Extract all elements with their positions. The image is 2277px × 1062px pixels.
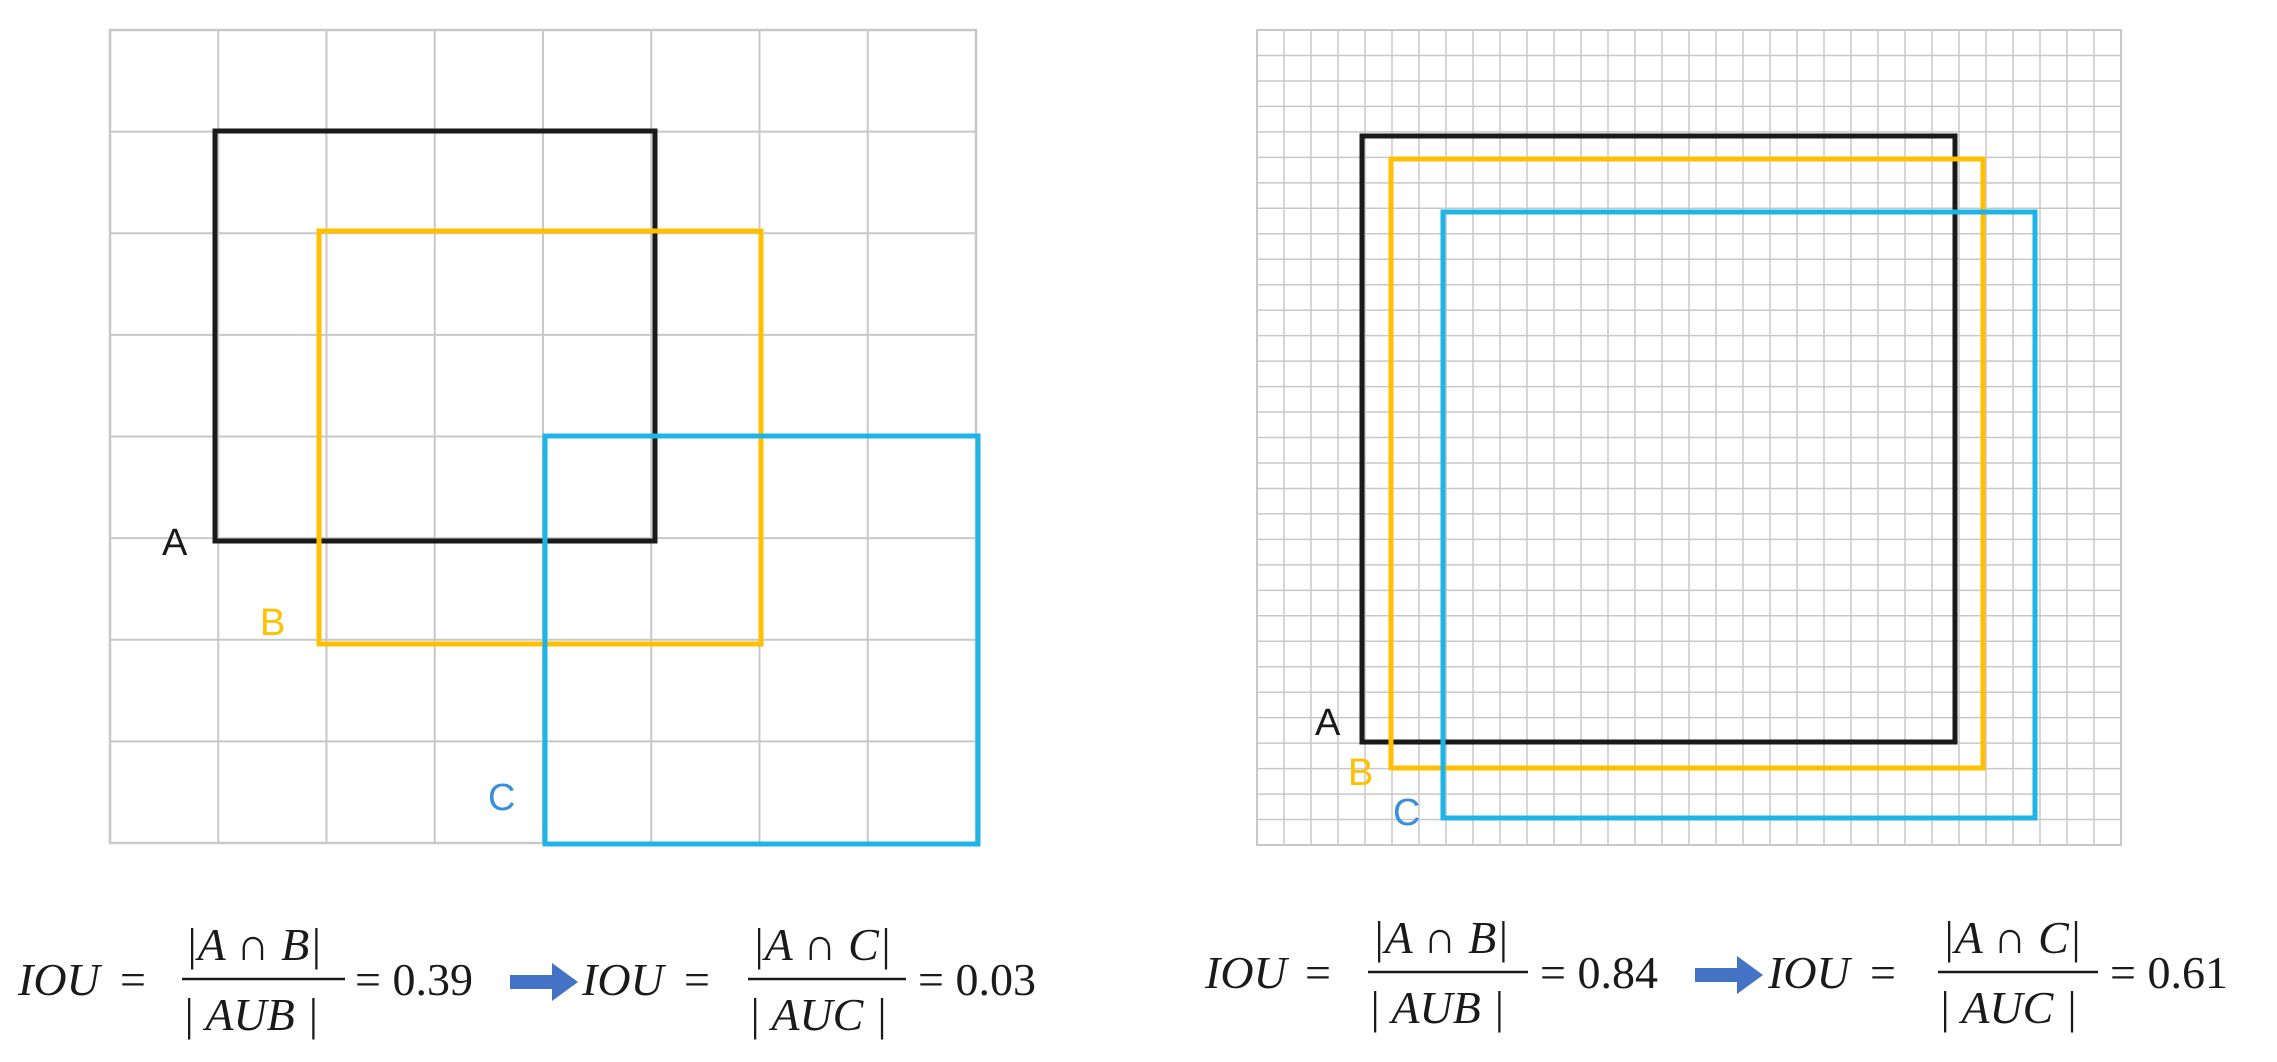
equation-lhs: IOU [17,954,103,1005]
box-a [1359,133,1958,745]
equals-sign: = [1305,947,1331,998]
label-a: A [1315,702,1341,744]
arrow-icon [510,963,578,1001]
box-c [1440,209,2038,821]
arrow-icon [1695,956,1763,994]
label-c: C [488,777,515,819]
equals-sign: = [120,954,146,1005]
label-b: B [1348,752,1373,794]
equation-numerator: |A ∩ B| [185,919,322,970]
label-c: C [1393,792,1420,834]
equation-ac-left: IOU = |A ∩ C| | AUC | = 0.03 [581,919,1036,1040]
equation-numerator: |A ∩ C| [1942,912,2081,963]
equation-numerator: |A ∩ C| [752,919,891,970]
equation-result: = 0.03 [918,954,1036,1005]
fine-grid [1256,29,2122,846]
equation-ab-left: IOU = |A ∩ B| | AUB | = 0.39 [17,919,473,1040]
equation-denominator: | AUC | [1938,982,2077,1033]
equation-lhs: IOU [1204,947,1290,998]
equals-sign: = [1870,947,1896,998]
equation-ac-right: IOU = |A ∩ C| | AUC | = 0.61 [1767,912,2228,1033]
equation-result: = 0.84 [1540,947,1658,998]
equation-denominator: | AUC | [748,989,887,1040]
equation-ab-right: IOU = |A ∩ B| | AUB | = 0.84 [1204,912,1658,1033]
equals-sign: = [684,954,710,1005]
equation-result: = 0.61 [2110,947,2228,998]
equation-lhs: IOU [581,954,667,1005]
equation-lhs: IOU [1767,947,1853,998]
equation-result: = 0.39 [355,954,473,1005]
box-b [1388,156,1986,771]
box-a [212,128,658,544]
box-c [542,433,981,847]
left-panel: A B C IOU = |A ∩ B| | AUB | = 0.39 IOU =… [17,28,1036,1040]
equation-denominator: | AUB | [182,989,319,1040]
label-b: B [260,602,285,644]
equation-numerator: |A ∩ B| [1372,912,1509,963]
equation-denominator: | AUB | [1368,982,1505,1033]
right-panel: A B C IOU = |A ∩ B| | AUB | = 0.84 IOU =… [1204,29,2228,1033]
label-a: A [162,522,188,564]
